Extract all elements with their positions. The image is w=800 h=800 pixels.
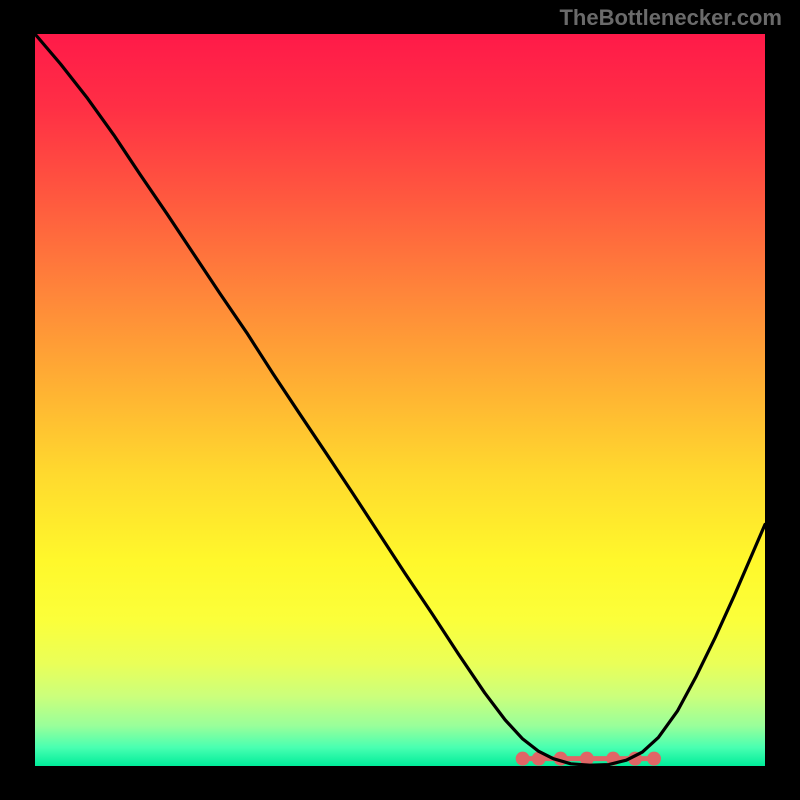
chart-frame: TheBottlenecker.com (0, 0, 800, 800)
bottleneck-chart (0, 0, 800, 800)
optimal-marker (516, 752, 530, 766)
watermark-text: TheBottlenecker.com (559, 5, 782, 31)
optimal-marker (647, 752, 661, 766)
plot-background (35, 34, 765, 766)
